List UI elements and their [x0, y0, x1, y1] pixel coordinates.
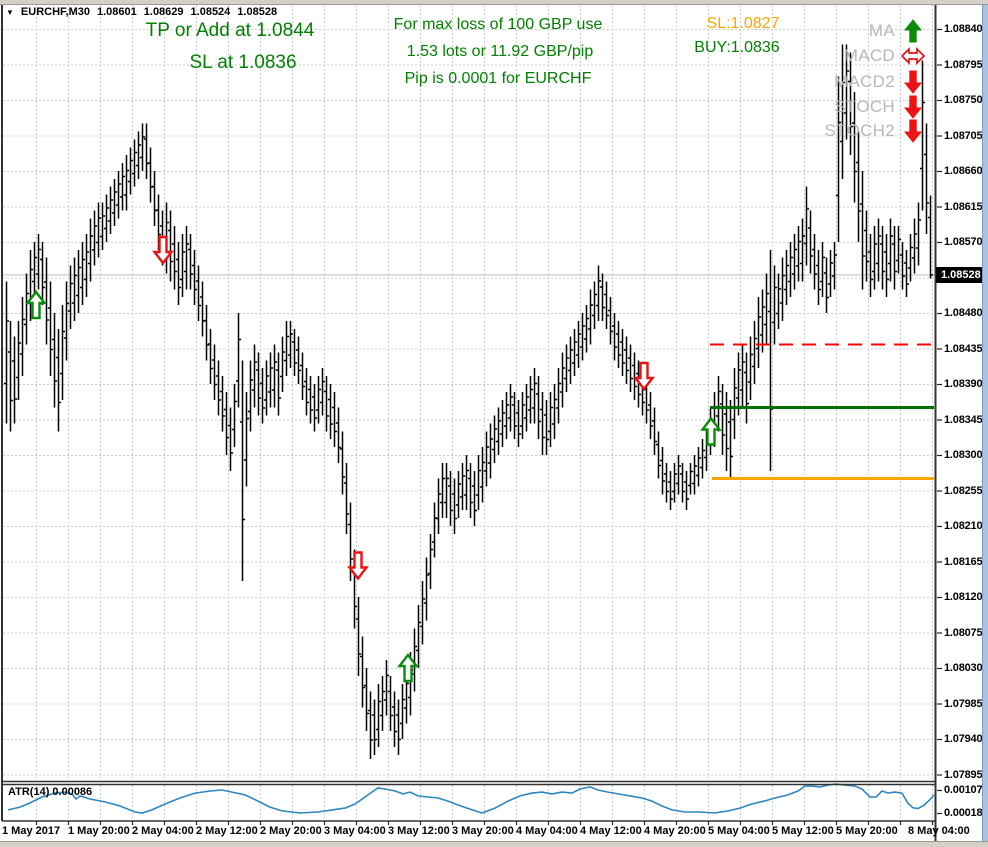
down-arrow-icon	[903, 119, 923, 143]
indicator-row-stoch: STOCH	[834, 94, 926, 120]
indicator-row-stoch2: STOCH2	[825, 118, 926, 144]
sl-level-label: SL:1.0827	[706, 15, 780, 32]
price-tick-label: 1.08075	[944, 626, 983, 639]
time-tick-label: 5 May 20:00	[836, 825, 898, 837]
time-tick-label: 3 May 20:00	[452, 825, 514, 837]
sl-annotation: SL at 1.0836	[189, 52, 297, 73]
price-tick-label: 1.08750	[944, 94, 983, 106]
atr-indicator-label: ATR(14) 0.00086	[8, 786, 93, 798]
price-tick-label: 1.07895	[944, 768, 983, 781]
time-tick-label: 4 May 04:00	[516, 825, 578, 837]
price-tick-label: 1.07940	[944, 733, 983, 745]
risk-annotation-line3: Pip is 0.0001 for EURCHF	[404, 70, 592, 87]
time-tick-label: 2 May 20:00	[260, 825, 322, 837]
price-tick-label: 1.08210	[944, 520, 983, 532]
time-tick-label: 4 May 12:00	[580, 825, 642, 837]
buy-signal-arrow-icon[interactable]	[700, 416, 722, 446]
grid-lines	[3, 5, 934, 820]
price-tick-label: 1.08660	[944, 165, 983, 177]
ohlc-bars[interactable]	[3, 44, 934, 760]
time-tick-label: 1 May 20:00	[68, 825, 130, 837]
price-tick-label: 1.08390	[944, 378, 983, 390]
risk-annotation-line1: For max loss of 100 GBP use	[393, 16, 603, 33]
indicator-row-ma: MA	[869, 18, 926, 44]
down-arrow-icon	[903, 70, 923, 94]
buy-signal-arrow-icon[interactable]	[25, 290, 47, 320]
time-tick-label: 5 May 12:00	[772, 825, 834, 837]
indicator-row-macd2: MACD2	[834, 69, 926, 95]
window-edge-strip	[982, 4, 988, 841]
price-tick-label: 1.08615	[944, 200, 983, 213]
price-tick-label: 1.08795	[944, 58, 983, 71]
atr-axis-high-label: 0.00107	[944, 784, 983, 796]
indicator-label: MA	[868, 21, 895, 40]
pane-borders	[1, 4, 937, 841]
price-tick-label: 1.08480	[944, 307, 983, 319]
time-tick-label: 3 May 04:00	[324, 825, 386, 837]
risk-annotation-line2: 1.53 lots or 11.92 GBP/pip	[406, 43, 594, 60]
price-tick-label: 1.08120	[944, 591, 983, 603]
neutral-double-arrow-icon	[900, 46, 926, 66]
time-tick-label: 5 May 04:00	[708, 825, 770, 837]
indicator-label: MACD	[843, 46, 895, 65]
window-chrome-bottom	[0, 841, 988, 847]
time-tick-label: 3 May 12:00	[388, 825, 450, 837]
indicator-label: STOCH	[834, 97, 895, 116]
time-tick-label: 1 May 2017	[2, 825, 61, 837]
price-tick-label: 1.08435	[944, 342, 983, 355]
ohlc-high: 1.08629	[143, 6, 184, 18]
price-tick-label: 1.07985	[944, 697, 983, 710]
axis-ticks	[35, 28, 942, 825]
price-tick-label: 1.08570	[944, 236, 983, 248]
ohlc-low: 1.08524	[190, 6, 231, 18]
ohlc-close: 1.08528	[237, 6, 278, 18]
price-tick-label: 1.08255	[944, 484, 983, 497]
time-tick-label: 2 May 12:00	[196, 825, 258, 837]
current-price-badge: 1.08528	[936, 267, 988, 283]
up-arrow-icon	[903, 19, 923, 43]
price-tick-label: 1.08300	[944, 449, 983, 461]
down-arrow-icon	[903, 95, 923, 119]
symbol-menu-icon[interactable]: ▼	[6, 7, 14, 17]
price-tick-label: 1.08705	[944, 129, 983, 142]
price-tick-label: 1.08840	[944, 23, 983, 35]
signal-arrows	[25, 235, 722, 683]
window-chrome-top	[0, 0, 988, 5]
tp-annotation: TP or Add at 1.0844	[145, 20, 315, 41]
buy-signal-arrow-icon[interactable]	[397, 653, 419, 683]
sell-signal-arrow-icon[interactable]	[633, 361, 655, 391]
sell-signal-arrow-icon[interactable]	[347, 551, 369, 581]
time-tick-label: 8 May 04:00	[908, 825, 970, 837]
price-tick-label: 1.08165	[944, 555, 983, 568]
price-tick-label: 1.08030	[944, 662, 983, 674]
time-tick-label: 4 May 20:00	[644, 825, 706, 837]
atr-line	[7, 783, 935, 814]
sell-signal-arrow-icon[interactable]	[152, 235, 174, 265]
atr-axis-low-label: 0.00018	[944, 807, 983, 819]
indicator-label: STOCH2	[824, 121, 895, 140]
ohlc-open: 1.08601	[97, 6, 137, 18]
chart-title: EURCHF,M30	[20, 6, 90, 18]
chart-header: ▼ EURCHF,M30 1.08601 1.08629 1.08524 1.0…	[6, 6, 277, 18]
time-tick-label: 2 May 04:00	[132, 825, 194, 837]
indicator-label: MACD2	[833, 72, 895, 91]
buy-level-label: BUY:1.0836	[694, 39, 780, 56]
price-tick-label: 1.08345	[944, 413, 983, 426]
indicator-row-macd: MACD	[844, 43, 926, 69]
